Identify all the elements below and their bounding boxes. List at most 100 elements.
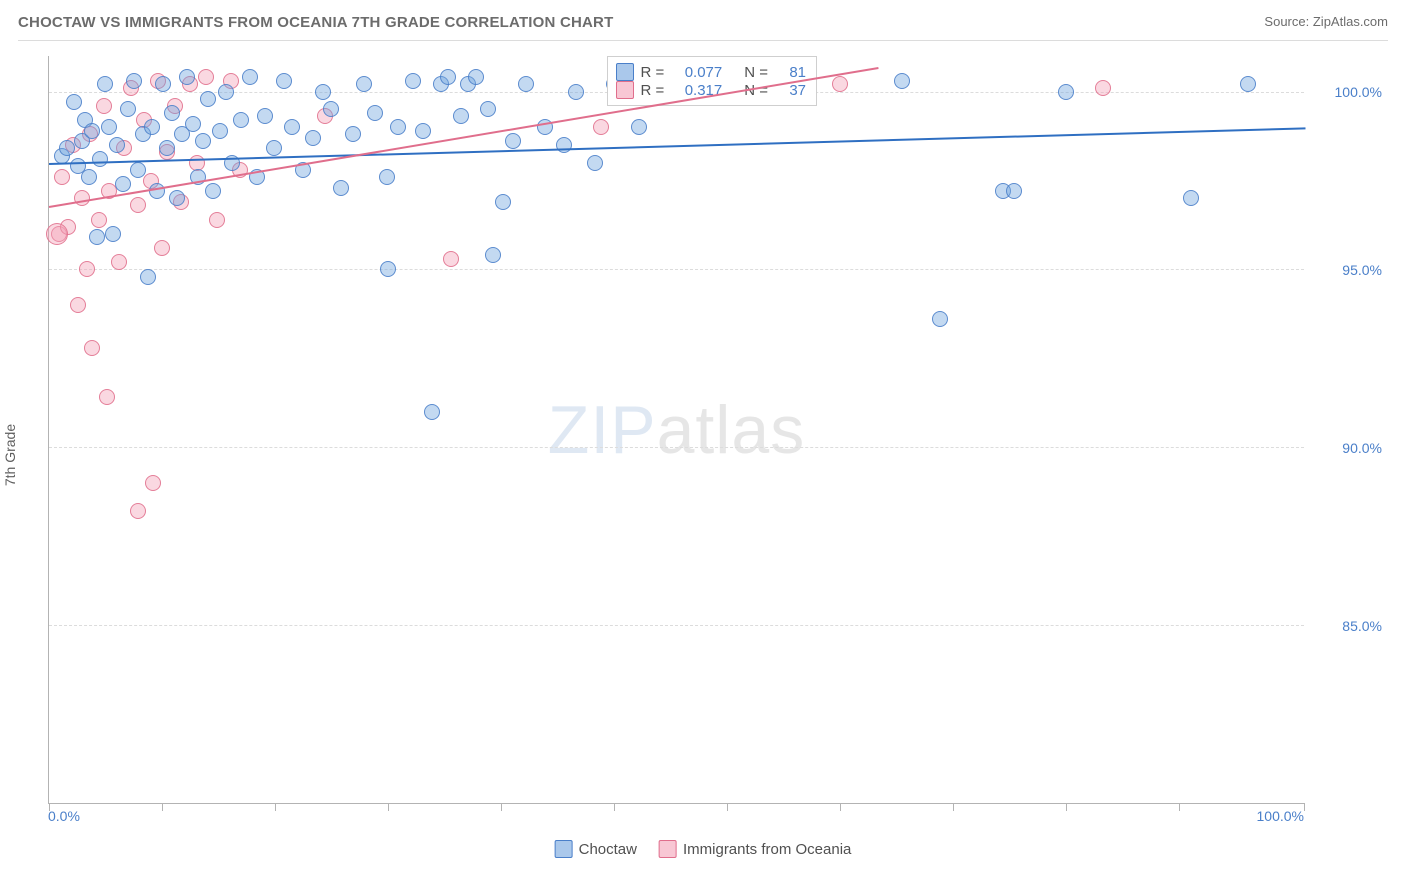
gridline	[49, 447, 1304, 448]
data-point	[97, 76, 113, 92]
x-tick	[1304, 803, 1305, 811]
data-point	[91, 212, 107, 228]
chart: 7th Grade ZIPatlas R =0.077N =81R =0.317…	[18, 50, 1388, 860]
data-point	[111, 254, 127, 270]
data-point	[198, 69, 214, 85]
data-point	[257, 108, 273, 124]
data-point	[96, 98, 112, 114]
data-point	[185, 116, 201, 132]
data-point	[79, 261, 95, 277]
data-point	[155, 76, 171, 92]
data-point	[440, 69, 456, 85]
data-point	[145, 475, 161, 491]
data-point	[1095, 80, 1111, 96]
data-point	[284, 119, 300, 135]
data-point	[81, 169, 97, 185]
data-point	[92, 151, 108, 167]
legend-swatch-pink	[659, 840, 677, 858]
stats-swatch	[616, 81, 634, 99]
data-point	[205, 183, 221, 199]
data-point	[495, 194, 511, 210]
data-point	[212, 123, 228, 139]
stats-swatch	[616, 63, 634, 81]
data-point	[154, 240, 170, 256]
data-point	[333, 180, 349, 196]
watermark: ZIPatlas	[548, 391, 805, 469]
data-point	[415, 123, 431, 139]
data-point	[453, 108, 469, 124]
data-point	[130, 162, 146, 178]
data-point	[126, 73, 142, 89]
data-point	[305, 130, 321, 146]
legend-item-oceania[interactable]: Immigrants from Oceania	[659, 840, 851, 858]
data-point	[1240, 76, 1256, 92]
bottom-legend: Choctaw Immigrants from Oceania	[555, 840, 852, 858]
gridline	[49, 625, 1304, 626]
data-point	[480, 101, 496, 117]
n-label: N =	[744, 64, 768, 81]
data-point	[1183, 190, 1199, 206]
data-point	[84, 340, 100, 356]
data-point	[242, 69, 258, 85]
watermark-zip: ZIP	[548, 392, 657, 468]
data-point	[59, 140, 75, 156]
y-tick-label: 85.0%	[1342, 618, 1382, 634]
trendline	[49, 127, 1305, 165]
data-point	[159, 140, 175, 156]
data-point	[209, 212, 225, 228]
data-point	[140, 269, 156, 285]
data-point	[70, 297, 86, 313]
x-axis-min: 0.0%	[48, 808, 80, 824]
source: Source: ZipAtlas.com	[1264, 14, 1388, 29]
data-point	[144, 119, 160, 135]
stats-row: R =0.077N =81	[616, 63, 806, 81]
data-point	[120, 101, 136, 117]
y-axis-values: 85.0% 90.0% 95.0% 100.0%	[1308, 56, 1388, 804]
header: CHOCTAW VS IMMIGRANTS FROM OCEANIA 7TH G…	[18, 14, 1388, 41]
data-point	[84, 123, 100, 139]
data-point	[200, 91, 216, 107]
data-point	[587, 155, 603, 171]
data-point	[367, 105, 383, 121]
data-point	[379, 169, 395, 185]
watermark-atlas: atlas	[657, 392, 806, 468]
plot-area: ZIPatlas R =0.077N =81R =0.317N =37	[48, 56, 1304, 804]
data-point	[74, 190, 90, 206]
data-point	[164, 105, 180, 121]
stats-legend: R =0.077N =81R =0.317N =37	[607, 56, 817, 106]
y-tick-label: 95.0%	[1342, 262, 1382, 278]
data-point	[631, 119, 647, 135]
data-point	[468, 69, 484, 85]
data-point	[169, 190, 185, 206]
data-point	[89, 229, 105, 245]
source-link[interactable]: ZipAtlas.com	[1313, 14, 1388, 29]
x-axis-values: 0.0% 100.0%	[48, 808, 1304, 830]
data-point	[405, 73, 421, 89]
y-tick-label: 90.0%	[1342, 440, 1382, 456]
data-point	[518, 76, 534, 92]
data-point	[218, 84, 234, 100]
data-point	[932, 311, 948, 327]
x-axis-max: 100.0%	[1257, 808, 1304, 824]
y-tick-label: 100.0%	[1335, 84, 1382, 100]
legend-swatch-blue	[555, 840, 573, 858]
data-point	[149, 183, 165, 199]
data-point	[424, 404, 440, 420]
data-point	[323, 101, 339, 117]
legend-item-choctaw[interactable]: Choctaw	[555, 840, 637, 858]
data-point	[345, 126, 361, 142]
data-point	[276, 73, 292, 89]
legend-label: Immigrants from Oceania	[683, 841, 851, 858]
r-value: 0.077	[670, 64, 722, 81]
data-point	[233, 112, 249, 128]
r-label: R =	[640, 82, 664, 99]
chart-title: CHOCTAW VS IMMIGRANTS FROM OCEANIA 7TH G…	[18, 14, 613, 31]
data-point	[443, 251, 459, 267]
data-point	[568, 84, 584, 100]
data-point	[832, 76, 848, 92]
source-label: Source:	[1264, 14, 1309, 29]
data-point	[109, 137, 125, 153]
data-point	[101, 119, 117, 135]
legend-label: Choctaw	[579, 841, 637, 858]
data-point	[46, 223, 68, 245]
